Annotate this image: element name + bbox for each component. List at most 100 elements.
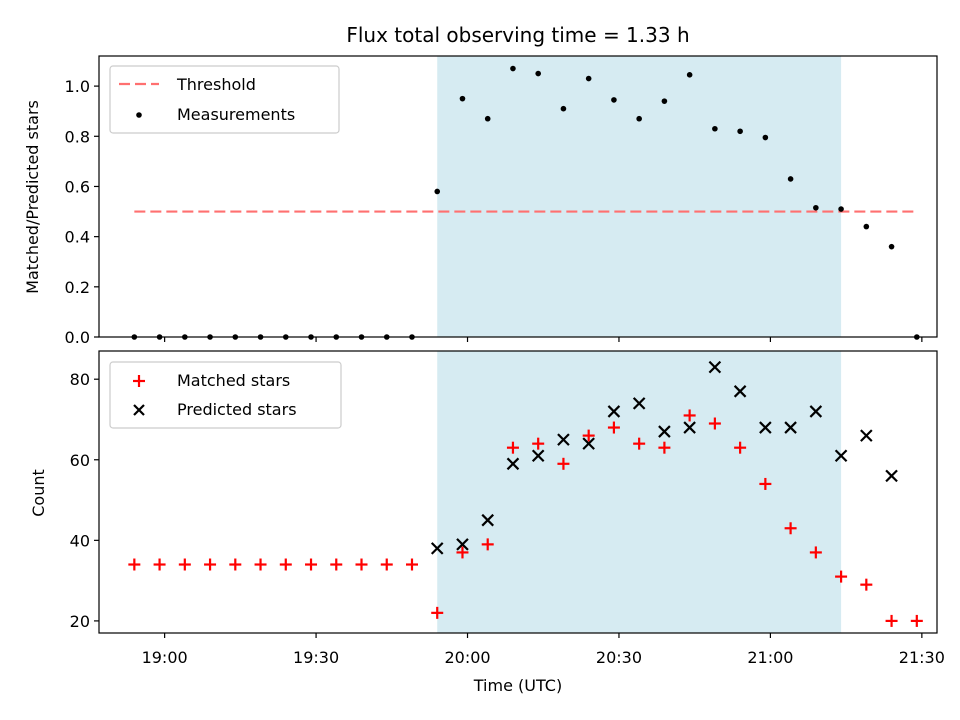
- predicted-legend-swatch: [133, 404, 145, 416]
- matched-star-point: [305, 558, 318, 571]
- measurement-point: [888, 243, 895, 250]
- bottom-y-ticks: 20 40 60 80: [70, 370, 99, 631]
- predicted-star-point: [557, 433, 570, 446]
- predicted-star-point: [733, 385, 747, 398]
- matched-star-point: [405, 558, 418, 571]
- measurement-point: [636, 115, 642, 122]
- top-legend: Threshold Measurements: [109, 65, 340, 134]
- predicted-star-point: [759, 421, 772, 434]
- predicted-star-point: [430, 542, 444, 555]
- predicted-star-point: [456, 538, 469, 551]
- predicted-star-point: [809, 405, 823, 418]
- predicted-legend-label: Predicted stars: [177, 400, 297, 419]
- bottom-legend: Matched stars Predicted stars: [109, 361, 342, 429]
- bottom-x-ticks: 19:00 19:30 20:00 20:30 21:00 21:30: [142, 633, 945, 667]
- threshold-legend-label: Threshold: [176, 75, 256, 94]
- measurement-point: [762, 134, 769, 141]
- top-legend-box: [109, 65, 340, 134]
- measurement-point: [863, 223, 870, 230]
- predicted-star-point: [481, 513, 494, 527]
- matched-star-point: [330, 558, 343, 571]
- top-y-tick-label: 0.2: [65, 278, 90, 297]
- measurement-points: [131, 65, 920, 340]
- measurement-point: [535, 70, 541, 77]
- matched-star-point: [784, 522, 797, 535]
- top-x-ticks: [164, 337, 923, 342]
- bottom-y-tick-label: 20: [70, 612, 90, 631]
- top-y-tick-label: 0.0: [65, 328, 90, 347]
- matched-star-point: [607, 421, 620, 434]
- measurement-point: [459, 95, 466, 102]
- measurement-point: [560, 105, 567, 112]
- predicted-star-point: [834, 449, 848, 463]
- bottom-legend-box: [109, 361, 342, 429]
- top-y-tick-label: 0.4: [65, 228, 90, 247]
- top-y-axis-label: Matched/Predicted stars: [23, 100, 42, 294]
- matched-star-point: [582, 429, 595, 442]
- bottom-y-tick-label: 40: [70, 531, 90, 550]
- bottom-x-tick-label: 19:00: [142, 648, 188, 667]
- top-y-tick-label: 0.6: [65, 177, 90, 196]
- matched-star-point: [734, 441, 747, 454]
- predicted-star-point: [885, 469, 898, 483]
- measurement-point: [661, 98, 668, 104]
- measurement-point: [434, 188, 441, 195]
- matched-star-point: [910, 614, 923, 627]
- matched-star-point: [128, 558, 141, 571]
- top-panel: 0.0 0.2 0.4 0.6 0.8 1.0 Flux total observing …: [23, 23, 938, 347]
- bottom-x-tick-label: 19:30: [293, 648, 339, 667]
- matched-star-point: [658, 441, 671, 454]
- measurement-point: [787, 176, 794, 182]
- measurement-point: [737, 128, 743, 135]
- bottom-axes-frame: [98, 350, 938, 634]
- matched-star-point: [204, 558, 217, 571]
- matched-star-point: [254, 558, 267, 571]
- top-axes-frame: [98, 55, 938, 338]
- predicted-star-point: [658, 425, 671, 438]
- predicted-star-point: [708, 360, 722, 374]
- matched-star-point: [431, 606, 444, 619]
- matched-star-point: [506, 441, 519, 454]
- top-chart-title: Flux total observing time = 1.33 h: [346, 23, 689, 47]
- top-y-tick-label: 0.8: [65, 127, 90, 146]
- predicted-star-point: [531, 449, 545, 463]
- measurement-point: [484, 115, 491, 122]
- predicted-star-point: [784, 421, 797, 434]
- matched-star-point: [759, 477, 772, 490]
- measurement-point: [838, 206, 844, 212]
- matched-legend-swatch: [133, 375, 145, 387]
- predicted-star-point: [607, 405, 621, 418]
- bottom-y-axis-label: Count: [29, 469, 48, 517]
- measurement-point: [813, 204, 819, 211]
- predicted-star-point: [506, 457, 520, 471]
- matched-star-point: [557, 457, 570, 470]
- predicted-star-point: [582, 437, 595, 450]
- matched-stars-points: [128, 409, 923, 627]
- measurement-point: [585, 75, 592, 82]
- bottom-x-tick-label: 20:00: [444, 648, 490, 667]
- bottom-x-tick-label: 21:00: [747, 648, 793, 667]
- measurement-point: [712, 125, 718, 132]
- matched-star-point: [532, 437, 545, 450]
- matched-star-point: [633, 437, 646, 450]
- predicted-stars-points: [430, 360, 898, 555]
- predicted-star-point: [860, 429, 873, 442]
- matched-star-point: [178, 558, 191, 571]
- predicted-star-point: [632, 397, 646, 410]
- measurement-point: [686, 72, 693, 78]
- measurements-legend-swatch: [136, 112, 142, 118]
- bottom-shaded-span: [437, 351, 842, 633]
- measurement-point: [611, 97, 617, 103]
- bottom-x-tick-label: 20:30: [596, 648, 642, 667]
- measurement-point: [510, 65, 516, 72]
- bottom-x-tick-label: 21:30: [899, 648, 945, 667]
- matched-star-point: [279, 558, 292, 571]
- matched-star-point: [355, 558, 368, 571]
- top-shaded-span: [437, 56, 842, 337]
- matched-star-point: [683, 409, 696, 422]
- matched-star-point: [481, 538, 494, 551]
- matched-star-point: [809, 546, 822, 559]
- matched-star-point: [885, 614, 898, 627]
